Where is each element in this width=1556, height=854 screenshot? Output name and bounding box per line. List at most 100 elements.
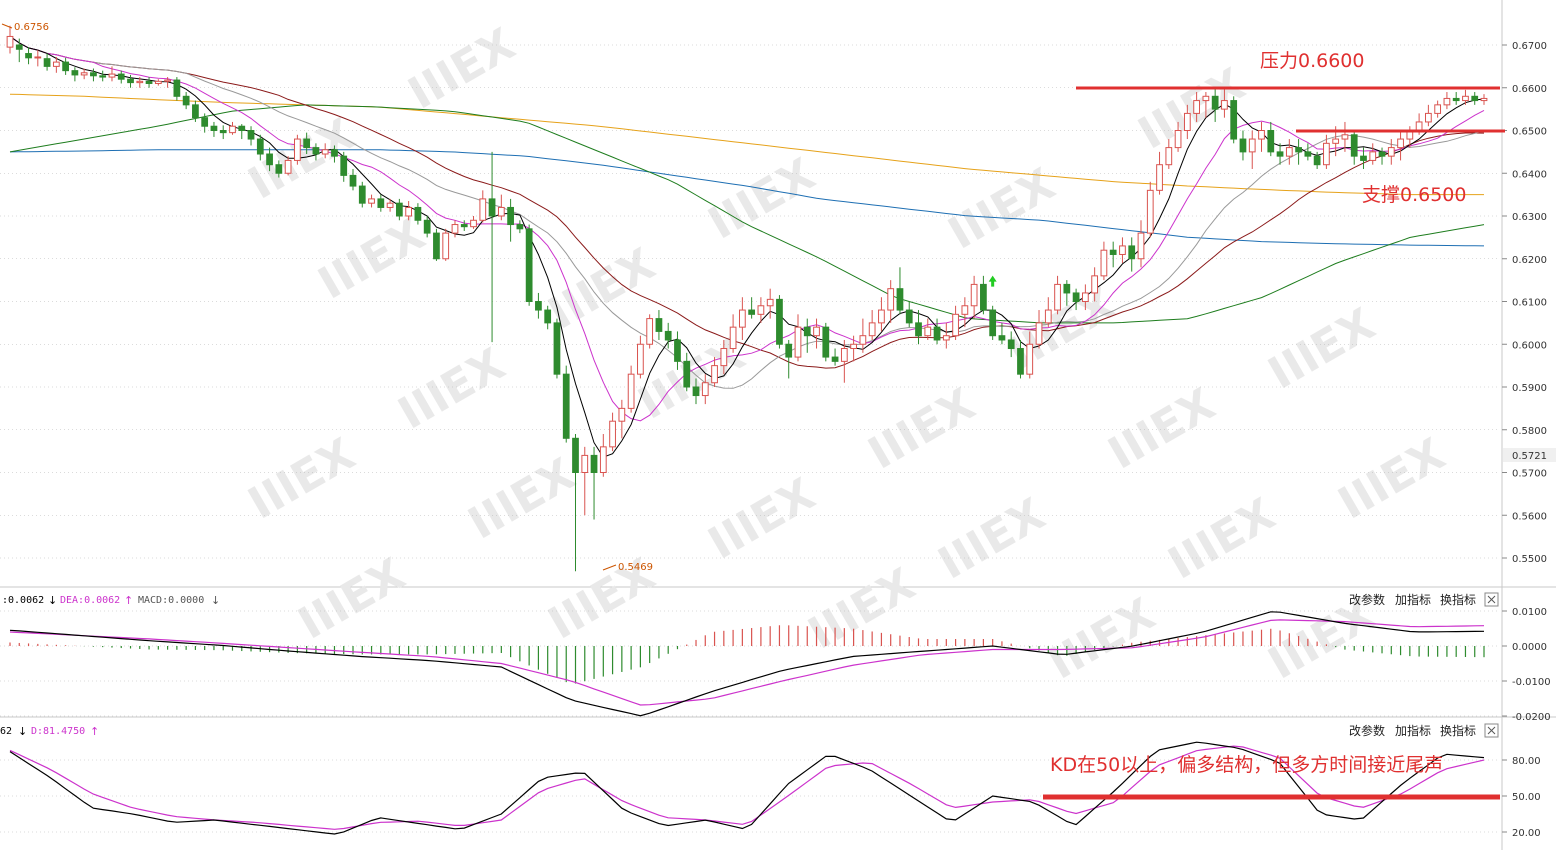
candle <box>173 77 181 101</box>
candle-body <box>1193 100 1200 114</box>
candle <box>933 318 941 345</box>
candle <box>1369 143 1377 165</box>
moving-average-lines <box>9 35 1485 458</box>
macd-switch-indicator-button[interactable]: 换指标 <box>1440 592 1476 607</box>
candle <box>377 194 385 212</box>
kd-add-indicator-button[interactable]: 加指标 <box>1395 723 1431 738</box>
kd-close-icon[interactable] <box>1484 723 1499 738</box>
candle <box>701 374 709 405</box>
macd-edit-params-button[interactable]: 改参数 <box>1349 592 1385 607</box>
candle <box>108 66 116 82</box>
candle <box>1100 241 1108 281</box>
candle-body <box>924 326 932 337</box>
candle <box>1072 288 1080 311</box>
candle-body <box>1230 100 1238 140</box>
candle <box>1462 89 1469 105</box>
candle <box>961 297 969 328</box>
candle <box>136 77 144 88</box>
candle <box>627 365 635 413</box>
kd-switch-indicator-button[interactable]: 换指标 <box>1440 723 1476 738</box>
macd-add-indicator-button[interactable]: 加指标 <box>1395 592 1431 607</box>
candle-body <box>294 138 301 161</box>
candle <box>729 314 737 353</box>
candle <box>1387 139 1395 165</box>
candle-body <box>738 309 746 328</box>
candle <box>1239 130 1247 161</box>
candle <box>62 57 69 75</box>
ma10-line <box>9 35 1485 422</box>
kd-edit-params-button[interactable]: 改参数 <box>1349 723 1385 738</box>
candle <box>720 339 728 375</box>
candle <box>1035 310 1043 349</box>
candle <box>1119 237 1126 264</box>
candle <box>1360 147 1367 169</box>
candle-body <box>1119 245 1126 255</box>
candle-body <box>349 174 357 187</box>
candle-body <box>386 202 394 208</box>
candle <box>738 297 746 340</box>
candle-body <box>182 95 190 106</box>
candle <box>433 228 440 261</box>
candle <box>915 310 922 345</box>
candle <box>840 339 848 383</box>
price-tick-label: 0.5900 <box>1512 383 1547 394</box>
candle <box>1165 139 1173 169</box>
candle <box>1026 331 1034 379</box>
candle-body <box>395 202 403 217</box>
macd-close-icon[interactable] <box>1484 592 1499 607</box>
candle-body <box>840 348 848 362</box>
candle <box>664 322 672 349</box>
candle <box>349 168 357 191</box>
candle-body <box>618 407 626 422</box>
candle-body <box>970 283 978 307</box>
candle-body <box>303 138 311 149</box>
candle <box>210 121 218 137</box>
candle-body <box>1007 339 1015 350</box>
macd-hist-value: MACD:0.0000 <box>138 595 204 606</box>
candle-body <box>127 78 134 84</box>
candle <box>525 224 533 306</box>
kd-lines <box>9 741 1485 835</box>
candle-body <box>878 309 885 324</box>
candle <box>794 314 802 362</box>
candle-body <box>609 420 616 448</box>
candle-body <box>405 206 413 217</box>
candle <box>1193 92 1200 122</box>
candle <box>599 434 607 477</box>
candle-body <box>507 206 514 226</box>
price-tick-label: 0.6500 <box>1512 127 1547 138</box>
candle-body <box>1341 134 1349 140</box>
candle-body <box>210 125 218 131</box>
candle <box>1248 130 1256 169</box>
candle-body <box>896 288 904 311</box>
candle-body <box>572 437 579 473</box>
candle <box>711 357 718 387</box>
candle-body <box>266 153 273 166</box>
candle <box>878 297 885 332</box>
candle-body <box>192 104 199 119</box>
candle-body <box>1452 97 1460 102</box>
macd-dif-arrow-icon: ↓ <box>48 594 57 607</box>
price-tick-label: 0.6200 <box>1512 255 1547 266</box>
candle-body <box>358 185 366 204</box>
kd-y-axis: 80.00 50.00 20.00 <box>1502 756 1541 839</box>
candle <box>646 314 654 349</box>
candle <box>80 68 88 80</box>
candle <box>1146 181 1154 238</box>
candle-body <box>757 305 765 315</box>
macd-dif-value: :0.0062 <box>2 595 44 606</box>
candle <box>674 331 681 370</box>
candle <box>294 134 301 165</box>
kd-k-value: 62 <box>0 726 12 737</box>
macd-y-axis: 0.0100 0.0000 -0.0100 -0.0200 <box>1502 607 1551 723</box>
candle <box>43 53 51 71</box>
candle <box>358 181 366 208</box>
macd-dea-value: DEA:0.0062 <box>60 595 120 606</box>
candle-body <box>470 219 477 228</box>
candle <box>368 194 375 208</box>
candle-body <box>1480 97 1488 102</box>
candle-body <box>1313 155 1321 166</box>
candle <box>1285 139 1293 165</box>
candle-body <box>52 61 60 67</box>
